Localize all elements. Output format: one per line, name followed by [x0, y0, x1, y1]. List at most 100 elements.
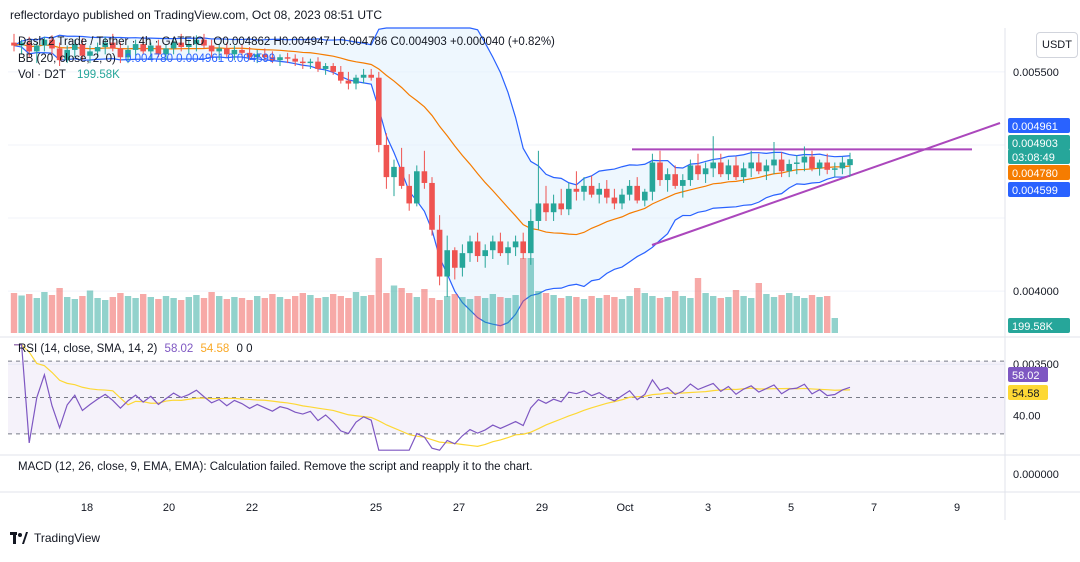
candle-body: [801, 156, 808, 163]
currency-button[interactable]: USDT: [1036, 32, 1078, 58]
volume-bar: [687, 298, 694, 333]
volume-bar: [618, 299, 626, 333]
tradingview-logo[interactable]: TradingView: [10, 531, 100, 545]
volume-bar: [793, 296, 800, 333]
candle-body: [611, 197, 618, 204]
volume-bar: [276, 297, 284, 333]
volume-bar: [79, 296, 86, 333]
candle-body: [398, 166, 405, 186]
candle-body: [224, 48, 230, 55]
volume-bar: [664, 297, 671, 333]
volume-bar: [178, 300, 185, 333]
volume-bar: [345, 298, 352, 333]
candle-body: [672, 174, 678, 186]
candle-body: [740, 168, 747, 178]
candle-body: [117, 48, 124, 58]
price-badge: [1008, 149, 1070, 164]
volume-bar: [292, 296, 299, 333]
candle-body: [64, 49, 70, 61]
volume-bar: [763, 294, 770, 333]
rsi-sma-badge: [1008, 385, 1048, 400]
candle-body: [94, 47, 101, 52]
volume-bar: [717, 298, 724, 333]
candle-body: [604, 188, 610, 198]
candle-body: [444, 250, 450, 277]
volume-bar: [588, 296, 595, 333]
volume-bar: [634, 288, 641, 333]
candle-body: [178, 42, 184, 48]
candle-body: [414, 171, 420, 204]
volume-bar: [124, 296, 132, 333]
volume-bar: [748, 298, 755, 333]
candle-body: [756, 162, 762, 172]
candle-body: [186, 44, 192, 48]
volume-label[interactable]: Vol · D2T: [18, 69, 66, 81]
volume-bar: [694, 278, 702, 333]
rsi-label[interactable]: RSI (14, close, SMA, 14, 2): [18, 343, 158, 355]
volume-bar: [238, 298, 246, 333]
volume-bar: [626, 296, 633, 333]
volume-bar: [656, 298, 664, 333]
candle-body: [634, 185, 640, 201]
volume-bar: [132, 298, 139, 333]
volume-bar: [816, 297, 823, 333]
volume-bar: [641, 293, 648, 333]
volume-bar: [48, 295, 56, 333]
volume-bar: [831, 318, 838, 333]
time-tick-label: 20: [163, 502, 175, 514]
rsi-extra: 0 0: [236, 343, 253, 355]
price-badge-label: 03:08:49: [1012, 152, 1055, 164]
candle-body: [657, 162, 663, 181]
time-tick-label: 3: [705, 502, 711, 514]
time-tick-label: 27: [453, 502, 465, 514]
candle-body: [725, 165, 732, 175]
candle-body: [338, 71, 344, 81]
candle-body: [26, 42, 32, 52]
candle-body: [573, 188, 580, 192]
volume-bar: [170, 298, 177, 333]
rsi-value-badge-label: 58.02: [1012, 370, 1040, 382]
candle-body: [284, 57, 291, 59]
bb-label[interactable]: BB (20, close, 2, 0): [18, 53, 116, 65]
volume-bar: [223, 299, 230, 333]
volume-bar: [710, 296, 717, 333]
candle-body: [163, 48, 169, 55]
volume-bar: [474, 296, 481, 333]
price-badge-label: 0.004903: [1012, 138, 1058, 150]
volume-bar: [444, 296, 451, 333]
candle-body: [345, 80, 352, 84]
volume-badge-label: 199.58K: [1012, 321, 1054, 333]
rsi-sma-value: 54.58: [200, 343, 230, 355]
candle-body: [490, 241, 496, 251]
price-badge-label: 0.004780: [1012, 168, 1058, 180]
volume-bar: [307, 295, 314, 333]
volume-bar: [33, 298, 40, 333]
volume-bar: [504, 298, 512, 333]
volume-bar: [200, 298, 208, 333]
volume-bar: [436, 300, 443, 333]
volume-bar: [193, 295, 200, 333]
candle-body: [459, 253, 466, 268]
candle-body: [452, 250, 458, 268]
candle-body: [125, 49, 131, 58]
volume-bar: [527, 258, 534, 333]
volume-bar: [565, 296, 572, 333]
price-badge: [1008, 182, 1070, 197]
time-tick-label: 9: [954, 502, 960, 514]
rsi-sma-badge-label: 54.58: [1012, 388, 1040, 400]
candle-body: [482, 250, 488, 257]
volume-bar: [390, 285, 398, 333]
time-tick-label: 25: [370, 502, 382, 514]
candle-body: [155, 45, 162, 55]
candle-body: [383, 144, 390, 178]
volume-bar: [542, 293, 550, 333]
candle-body: [771, 159, 777, 166]
volume-value: 199.58K: [76, 69, 120, 81]
symbol-title[interactable]: Dash 2 Trade / Tether · 4h · GATEIO: [18, 36, 205, 48]
candle-body: [649, 162, 656, 192]
candle-body: [520, 241, 526, 254]
volume-bar: [558, 298, 565, 333]
bb-fill: [14, 28, 850, 326]
macd-legend[interactable]: MACD (12, 26, close, 9, EMA, EMA): Calcu…: [18, 461, 533, 473]
candle-body: [231, 49, 238, 55]
